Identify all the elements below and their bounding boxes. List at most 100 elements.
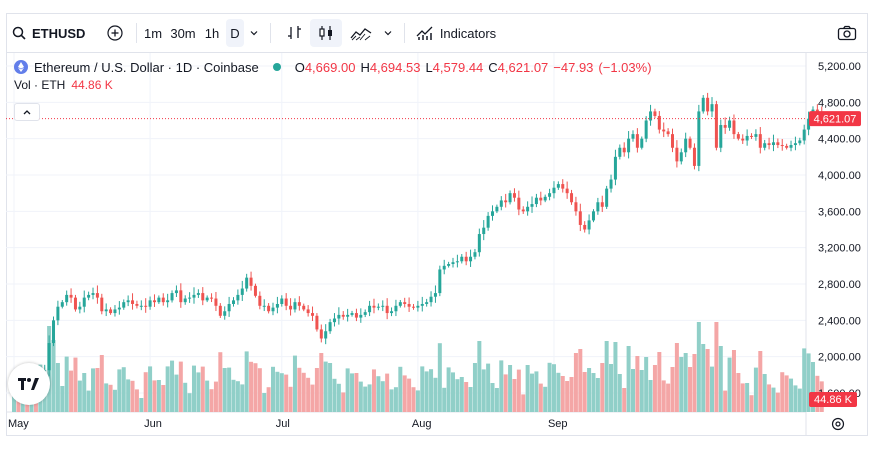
volume-bar <box>477 341 482 412</box>
candle-up <box>376 306 380 308</box>
candle-up <box>710 104 714 112</box>
volume-bar <box>459 377 464 412</box>
candle-up <box>526 206 530 212</box>
screenshot-button[interactable] <box>834 19 860 47</box>
symbol-search-button[interactable]: ETHUSD <box>12 19 94 47</box>
candle-down <box>675 147 679 162</box>
candle-down <box>504 200 508 203</box>
volume-bar <box>266 387 271 412</box>
candle-up <box>126 300 130 303</box>
candle-up <box>188 297 192 299</box>
candle-up <box>87 294 91 298</box>
candle-up <box>368 305 372 313</box>
volume-bar <box>534 371 539 412</box>
volume-bar <box>731 350 736 412</box>
volume-value: 44.86 K <box>71 78 113 92</box>
market-status-dot[interactable] <box>272 63 281 71</box>
volume-bar <box>139 398 144 412</box>
time-tick-label: Aug <box>412 418 432 430</box>
candle-down <box>267 305 271 312</box>
symbol-description[interactable]: Ethereum / U.S. Dollar · 1D · Coinbase <box>34 59 259 75</box>
price-axis[interactable]: 5,200.00 4,800.00 4,400.00 4,000.00 3,600.00… <box>818 61 861 400</box>
volume-bar <box>64 356 69 412</box>
volume-bar <box>249 361 254 412</box>
time-tick-label: Jul <box>276 418 290 430</box>
volume-bar <box>609 364 614 412</box>
candle-down <box>354 313 358 318</box>
collapse-legend-button[interactable] <box>14 103 40 121</box>
candle-down <box>284 298 288 306</box>
candle-up <box>390 311 394 314</box>
volume-bar <box>306 377 311 412</box>
volume-bar <box>328 363 333 412</box>
interval-dropdown-button[interactable] <box>246 19 262 47</box>
volume-bar <box>380 381 385 412</box>
volume-bar <box>622 388 627 412</box>
area-chart-icon <box>350 28 372 41</box>
tradingview-logo[interactable] <box>8 363 50 405</box>
volume-bar <box>472 363 477 412</box>
volume-bar <box>692 354 697 412</box>
compare-symbol-button[interactable] <box>102 19 128 47</box>
candle-up <box>148 300 152 307</box>
volume-bar <box>723 390 728 412</box>
candle-up <box>697 111 701 166</box>
candle-down <box>179 290 183 303</box>
candle-down <box>583 224 587 230</box>
volume-label[interactable]: Vol · ETH <box>14 78 66 92</box>
volume-bar <box>165 366 170 412</box>
candle-up <box>591 211 595 221</box>
chart-type-dropdown-button[interactable] <box>380 19 396 47</box>
volume-bar <box>323 361 328 412</box>
volume-bar <box>174 374 179 412</box>
volume-bar <box>367 384 372 412</box>
candle-down <box>780 145 784 147</box>
interval-1h-button[interactable]: 1h <box>202 19 222 47</box>
candlesticks <box>12 92 824 380</box>
candle-down <box>69 294 73 298</box>
volume-bar <box>130 380 135 412</box>
interval-1m-button[interactable]: 1m <box>142 19 164 47</box>
volume-bar <box>69 370 74 412</box>
volume-bar <box>736 373 741 412</box>
candle-down <box>692 147 696 166</box>
interval-d-button[interactable]: D <box>226 19 244 47</box>
candle-down <box>253 285 257 296</box>
bar-style-button[interactable] <box>282 19 308 47</box>
volume-bar <box>595 378 600 412</box>
volume-bar <box>424 371 429 412</box>
volume-bar <box>464 382 469 412</box>
toolbar-divider <box>136 23 137 43</box>
volume-bar <box>314 368 319 412</box>
interval-30m-button[interactable]: 30m <box>168 19 198 47</box>
volume-bar <box>415 390 420 412</box>
candle-down <box>385 305 389 314</box>
candle-down <box>306 309 310 314</box>
volume-bar <box>301 372 306 412</box>
candle-up <box>227 303 231 312</box>
volume-bar <box>288 386 293 412</box>
chart-settings-button[interactable] <box>830 416 846 432</box>
candles-style-button[interactable] <box>310 19 342 47</box>
volume-bar <box>481 369 486 412</box>
volume-bar <box>740 383 745 412</box>
candle-up <box>763 143 767 148</box>
volume-bar <box>455 379 460 412</box>
volume-bar <box>810 362 815 412</box>
candle-up <box>491 211 495 216</box>
candle-down <box>249 277 253 286</box>
candle-up <box>245 277 249 289</box>
volume-bar <box>670 367 675 412</box>
candle-down <box>131 300 135 304</box>
candle-up <box>701 97 705 112</box>
volume-bar <box>486 363 491 412</box>
indicators-button[interactable]: Indicators <box>412 19 500 47</box>
volume-bar <box>569 377 574 412</box>
candle-down <box>135 303 139 306</box>
time-axis[interactable]: May Jun Jul Aug Sep <box>8 418 568 430</box>
candle-down <box>578 211 582 225</box>
area-style-button[interactable] <box>346 19 376 47</box>
candle-down <box>407 303 411 307</box>
price-tick-label: 5,200.00 <box>818 61 861 73</box>
